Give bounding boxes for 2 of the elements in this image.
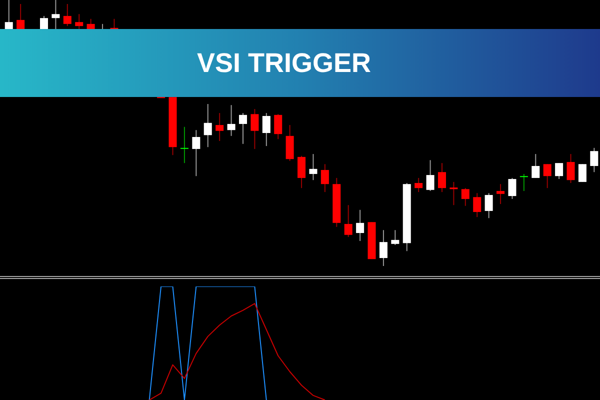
text: VSI TRIGGER — [196, 48, 372, 78]
candlestick — [578, 164, 586, 182]
